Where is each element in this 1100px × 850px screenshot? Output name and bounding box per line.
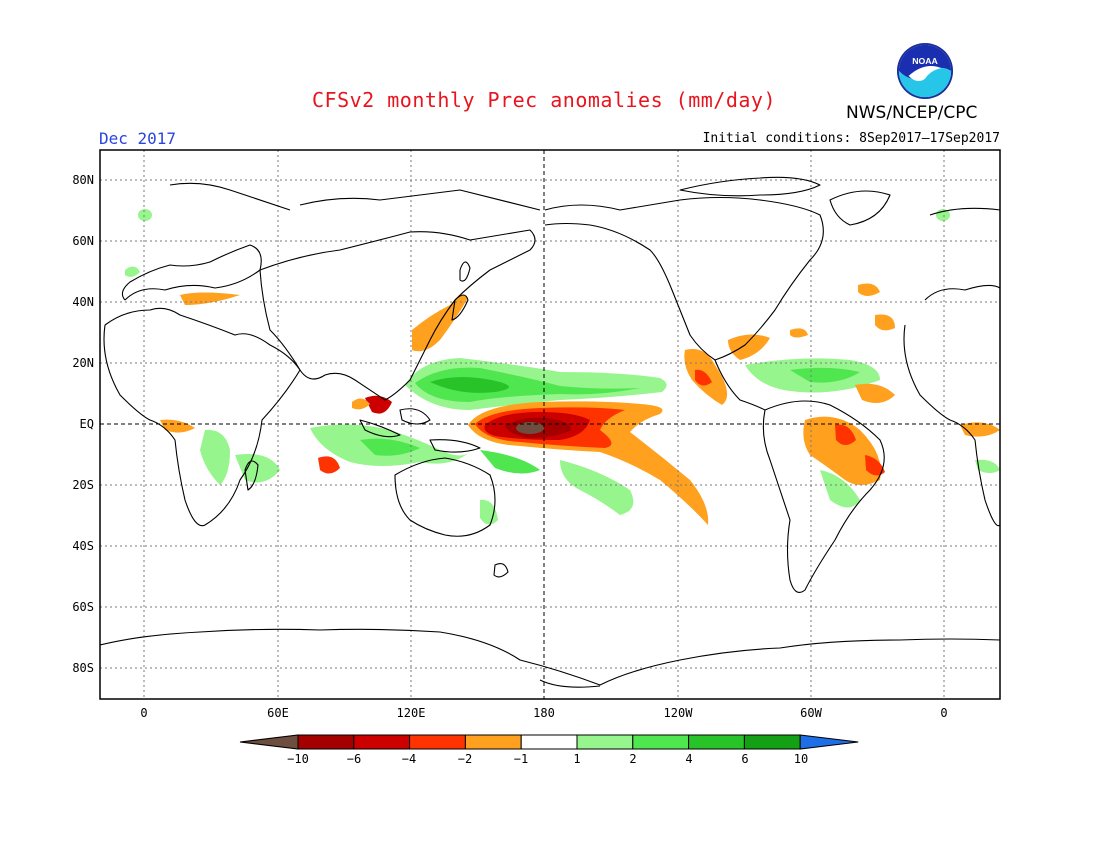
legend-label: −1 [514,752,528,766]
noaa-logo-icon: NOAA [896,42,954,100]
lat-label: 80S [72,661,94,675]
lon-label: 120E [397,706,426,720]
legend-swatch [743,734,801,750]
lon-label: 0 [940,706,947,720]
lat-label: 40N [72,295,94,309]
lon-label: 0 [140,706,147,720]
lon-label: 120W [664,706,694,720]
legend-swatch [520,734,578,750]
map-title: CFSv2 monthly Prec anomalies (mm/day) [311,88,777,112]
legend-label: 6 [741,752,748,766]
latitude-labels: 80N 60N 40N 20N EQ 20S 40S 60S 80S [72,173,94,675]
legend-arrow-high [799,734,859,750]
legend-label: 1 [573,752,580,766]
pacific-wet-core [415,367,640,402]
longitude-labels: 0 60E 120E 180 120W 60W 0 [140,706,947,720]
lat-label: EQ [80,417,94,431]
agency-label: NWS/NCEP/CPC [846,103,978,123]
lon-label: 60E [267,706,289,720]
legend-label: −10 [287,752,309,766]
lat-label: 20S [72,478,94,492]
initial-conditions: Initial conditions: 8Sep2017–17Sep2017 [702,131,1000,146]
legend-swatch [632,734,690,750]
lat-label: 20N [72,356,94,370]
lon-label: 60W [800,706,822,720]
lat-label: 40S [72,539,94,553]
forecast-month: Dec 2017 [99,129,177,148]
legend-swatch [297,734,355,750]
legend-swatch [353,734,411,750]
coastlines [100,176,1000,688]
legend-swatch [688,734,745,750]
legend-label: 10 [794,752,808,766]
legend-label: 4 [685,752,692,766]
legend-swatch [464,734,522,750]
map-frame [99,149,1001,700]
legend-label: −2 [458,752,472,766]
legend-swatch [409,734,466,750]
legend-label: −4 [402,752,416,766]
legend-swatch [576,734,634,750]
lon-label: 180 [533,706,555,720]
legend-arrow-low [239,734,299,750]
lat-label: 80N [72,173,94,187]
svg-text:NOAA: NOAA [912,56,938,66]
lat-label: 60N [72,234,94,248]
legend-label: −6 [347,752,361,766]
legend-label: 2 [629,752,636,766]
amazon-dry [803,416,881,485]
lat-label: 60S [72,600,94,614]
